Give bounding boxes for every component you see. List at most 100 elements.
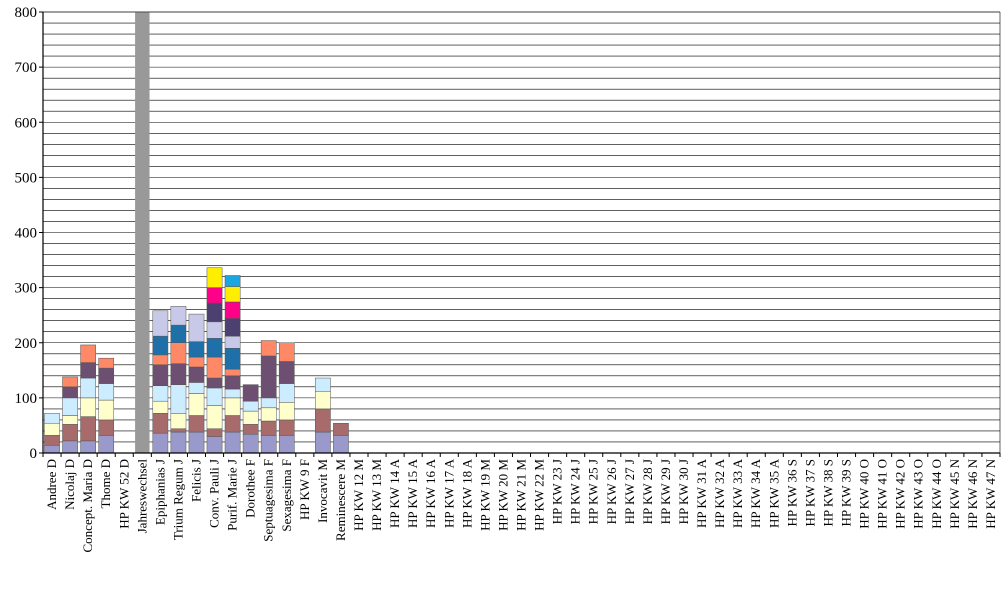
- x-tick-label: HP KW 31 A: [694, 458, 709, 528]
- y-tick-label: 200: [15, 336, 38, 352]
- bar-segment: [278, 383, 295, 403]
- bar-segment: [80, 397, 96, 417]
- x-tick-label: HP KW 17 A: [441, 458, 456, 528]
- bar-segment: [224, 286, 241, 303]
- x-tick-label: HP KW 38 S: [820, 459, 835, 527]
- y-tick-label: 400: [15, 226, 38, 242]
- bar-segment: [242, 384, 259, 402]
- x-tick-label: Felicis J: [188, 459, 203, 502]
- x-tick-label: HP KW 29 J: [658, 459, 673, 524]
- bar-segment: [152, 310, 169, 337]
- bar-segment: [224, 415, 241, 433]
- bar-segment: [224, 375, 241, 390]
- x-tick-label: HP KW 30 J: [676, 459, 691, 524]
- bar-segment: [188, 313, 205, 342]
- x-tick-label: HP KW 52 D: [116, 459, 131, 529]
- x-tick-label: Reminescere M: [333, 459, 348, 541]
- bar-segment: [188, 382, 205, 394]
- x-tick-label: HP KW 15 A: [405, 458, 420, 528]
- bar-segment: [242, 400, 259, 412]
- bar-segment: [206, 267, 223, 288]
- x-tick-label: HP KW 22 M: [532, 459, 547, 531]
- x-tick-label: HP KW 13 M: [369, 459, 384, 531]
- bar-segment: [206, 356, 223, 379]
- x-tick-label: Septuagesima F: [261, 459, 276, 542]
- x-tick-label: Andree D: [44, 459, 59, 510]
- bar-segment: [170, 413, 187, 429]
- bar-segment: [224, 368, 241, 377]
- x-tick-label: Conv. Pauli J: [207, 459, 222, 528]
- x-tick-label: HP KW 19 M: [477, 459, 492, 531]
- bar-segment: [44, 413, 60, 424]
- x-tick-label: HP KW 43 O: [911, 459, 926, 529]
- x-tick-label: HP KW 18 A: [459, 458, 474, 528]
- bar-segment: [62, 440, 78, 454]
- bar-segment: [170, 324, 187, 343]
- bar-segment: [278, 402, 295, 421]
- bar-segment: [80, 440, 96, 454]
- bar-segment: [242, 410, 259, 425]
- bar-segment: [260, 355, 277, 399]
- bar-segment: [315, 408, 331, 433]
- bar-segment: [62, 397, 78, 416]
- bar-segment: [278, 419, 295, 436]
- x-tick-label: HP KW 21 M: [514, 459, 529, 531]
- x-tick-label: Concept. Maria D: [80, 459, 95, 553]
- bar-segment: [188, 366, 205, 383]
- bar-segment: [224, 348, 241, 370]
- bar-segment: [333, 422, 349, 436]
- bar-segment: [152, 413, 169, 434]
- x-tick-label: HP KW 45 N: [947, 458, 962, 528]
- x-tick-label: HP KW 32 A: [712, 458, 727, 528]
- x-tick-label: HP KW 44 O: [929, 459, 944, 529]
- bar-segment: [278, 342, 295, 362]
- bar-segment: [206, 287, 223, 304]
- bar-segment: [170, 431, 187, 454]
- bar-segment: [224, 335, 241, 349]
- x-tick-label: HP KW 28 J: [640, 459, 655, 524]
- bar-segment: [188, 356, 205, 368]
- axes: [39, 11, 1001, 457]
- bar-segment: [206, 436, 223, 454]
- x-tick-label: HP KW 25 J: [586, 459, 601, 524]
- bar-jahreswechsel: [135, 12, 150, 453]
- bar-segment: [152, 400, 169, 414]
- x-tick-label: HP KW 23 J: [550, 459, 565, 524]
- bar-segment: [62, 376, 78, 388]
- bar-segment: [188, 393, 205, 416]
- x-tick-label: HP KW 24 J: [568, 459, 583, 524]
- x-tick-label: HP KW 14 A: [387, 458, 402, 528]
- bar-segment: [62, 415, 78, 425]
- bar-segment: [206, 377, 223, 389]
- bar-segment: [152, 385, 169, 402]
- bar-segment: [333, 435, 349, 454]
- bar-segment: [206, 338, 223, 358]
- bar-segment: [152, 354, 169, 366]
- bar-segment: [98, 367, 115, 384]
- bar-segment: [170, 306, 187, 326]
- bar-segment: [188, 431, 205, 454]
- y-tick-label: 800: [15, 5, 38, 21]
- bar-segment: [152, 364, 169, 386]
- bars: [44, 12, 349, 454]
- x-tick-label: HP KW 37 S: [802, 459, 817, 527]
- x-tick-label: HP KW 9 F: [297, 459, 312, 520]
- bar-segment: [315, 391, 331, 410]
- y-tick-label: 300: [15, 281, 38, 297]
- bar-segment: [62, 386, 78, 399]
- x-tick-label: HP KW 26 J: [604, 459, 619, 524]
- bar-segment: [44, 422, 60, 436]
- bar-segment: [170, 363, 187, 385]
- x-tick-label: HP KW 41 O: [875, 459, 890, 529]
- bar-segment: [80, 344, 96, 363]
- bar-segment: [260, 407, 277, 422]
- x-tick-label: Sexagesima F: [279, 459, 294, 532]
- x-tick-label: HP KW 46 N: [965, 458, 980, 528]
- bar-segment: [44, 435, 60, 446]
- bar-segment: [224, 397, 241, 416]
- x-tick-label: Nicolaj D: [62, 459, 77, 510]
- y-tick-label: 100: [15, 391, 38, 407]
- bar-segment: [170, 342, 187, 364]
- bar-segment: [260, 340, 277, 357]
